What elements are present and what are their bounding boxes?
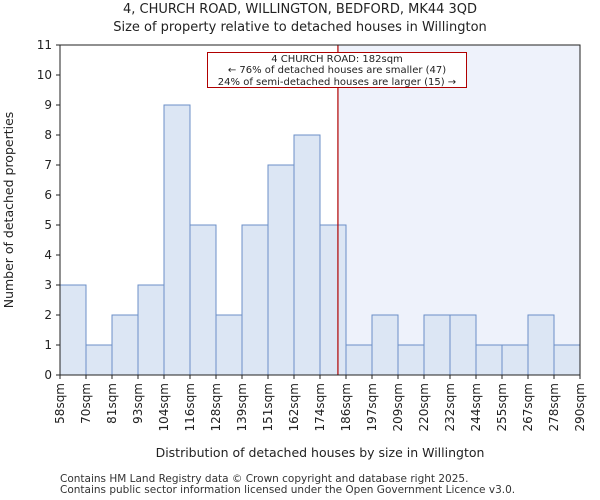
- x-tick-label: 244sqm: [469, 383, 483, 431]
- bar: [527, 314, 555, 376]
- footer-copyright: Contains HM Land Registry data © Crown c…: [60, 473, 469, 485]
- y-tick-label: 6: [44, 188, 52, 202]
- bar: [423, 314, 451, 376]
- x-tick-label: 220sqm: [417, 383, 431, 431]
- x-tick-label: 209sqm: [391, 383, 405, 431]
- x-tick-label: 151sqm: [261, 383, 275, 431]
- y-tick-label: 8: [44, 128, 52, 142]
- x-tick-label: 81sqm: [105, 383, 119, 424]
- bar: [267, 164, 295, 376]
- y-tick-label: 0: [44, 368, 52, 382]
- y-tick-label: 1: [44, 338, 52, 352]
- x-tick-label: 174sqm: [313, 383, 327, 431]
- bar: [241, 224, 269, 376]
- bar: [59, 284, 87, 376]
- bar: [137, 284, 165, 376]
- x-tick-label: 232sqm: [443, 383, 457, 431]
- chart-title-subtitle: Size of property relative to detached ho…: [113, 20, 487, 35]
- x-tick-label: 70sqm: [79, 383, 93, 424]
- x-tick-label: 128sqm: [209, 383, 223, 431]
- bar: [449, 314, 477, 376]
- bar: [189, 224, 217, 376]
- x-tick-label: 93sqm: [131, 383, 145, 424]
- x-tick-label: 267sqm: [521, 383, 535, 431]
- x-tick-label: 139sqm: [235, 383, 249, 431]
- bar: [475, 344, 503, 376]
- y-axis-label: Number of detached properties: [1, 112, 16, 309]
- bar: [319, 224, 347, 376]
- bar: [111, 314, 139, 376]
- y-tick-label: 5: [44, 218, 52, 232]
- bar: [371, 314, 399, 376]
- x-tick-label: 255sqm: [495, 383, 509, 431]
- x-axis-label: Distribution of detached houses by size …: [156, 445, 485, 460]
- y-tick-label: 7: [44, 158, 52, 172]
- bar: [215, 314, 243, 376]
- y-tick-label: 4: [44, 248, 52, 262]
- annotation-line-larger: 24% of semi-detached houses are larger (…: [217, 76, 457, 88]
- bar: [553, 344, 581, 376]
- x-tick-label: 197sqm: [365, 383, 379, 431]
- x-tick-label: 186sqm: [339, 383, 353, 431]
- annotation-line-smaller: ← 76% of detached houses are smaller (47…: [227, 65, 447, 77]
- bar: [345, 344, 373, 376]
- bar: [397, 344, 425, 376]
- x-tick-label: 116sqm: [183, 383, 197, 431]
- property-annotation-box: 4 CHURCH ROAD: 182sqm ← 76% of detached …: [207, 52, 467, 88]
- bar: [501, 344, 529, 376]
- y-tick-label: 3: [44, 278, 52, 292]
- x-tick-label: 290sqm: [573, 383, 587, 431]
- y-tick-label: 11: [37, 38, 52, 52]
- bar: [85, 344, 113, 376]
- x-tick-label: 278sqm: [547, 383, 561, 431]
- x-tick-label: 58sqm: [53, 383, 67, 424]
- x-tick-label: 104sqm: [157, 383, 171, 431]
- bar: [293, 134, 321, 376]
- y-tick-label: 2: [44, 308, 52, 322]
- footer-licence: Contains public sector information licen…: [60, 484, 516, 496]
- y-tick-label: 10: [37, 68, 52, 82]
- chart-title-address: 4, CHURCH ROAD, WILLINGTON, BEDFORD, MK4…: [122, 2, 478, 17]
- y-tick-label: 9: [44, 98, 52, 112]
- bar: [163, 104, 191, 376]
- annotation-line-property: 4 CHURCH ROAD: 182sqm: [271, 54, 403, 65]
- x-tick-label: 162sqm: [287, 383, 301, 431]
